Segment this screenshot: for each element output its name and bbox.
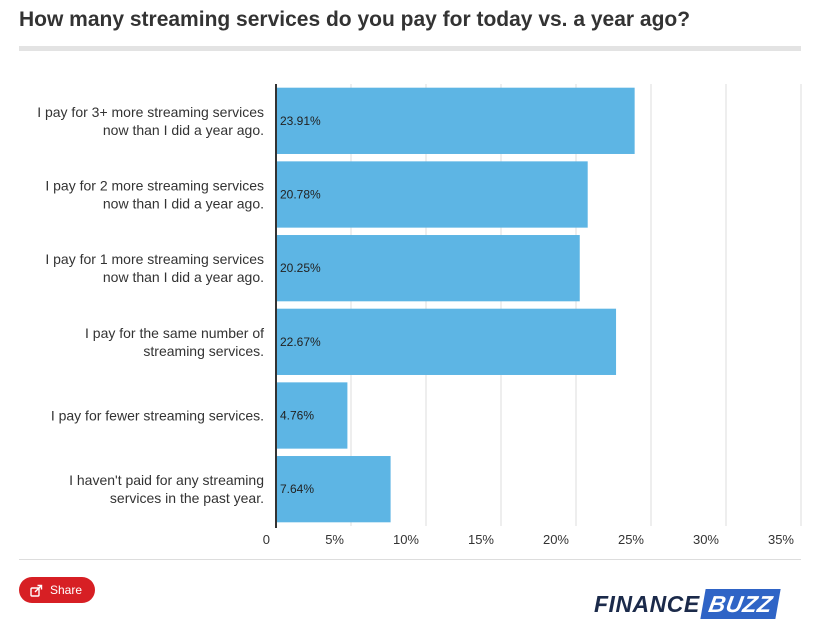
x-tick-label: 20% [543,532,569,547]
chart-area: 23.91% I pay for 3+ more streaming servic… [0,60,818,560]
category-label: I pay for fewer streaming services. [51,408,264,424]
bar [276,382,348,449]
category-label: now than I did a year ago. [103,122,264,138]
bar-value-label: 23.91% [280,114,321,128]
bar-chart: 23.91% I pay for 3+ more streaming servic… [37,84,802,547]
x-tick-label: 10% [393,532,419,547]
category-label: services in the past year. [110,490,264,506]
bar-value-label: 20.25% [280,261,321,275]
financebuzz-logo: FINANCE BUZZ [594,589,781,619]
x-tick-label: 0 [263,532,270,547]
bar-value-label: 22.67% [280,335,321,349]
category-label: I pay for the same number of [85,325,264,341]
category-label: I pay for 3+ more streaming services [37,104,264,120]
x-tick-label: 35% [768,532,794,547]
logo-word-finance: FINANCE [594,590,700,617]
x-tick-label: 30% [693,532,719,547]
bar [276,456,391,523]
chart-title: How many streaming services do you pay f… [19,8,691,31]
bar [276,161,588,228]
category-label: now than I did a year ago. [103,196,264,212]
x-tick-label: 15% [468,532,494,547]
footer-divider [19,559,801,560]
category-label: I pay for 1 more streaming services [45,251,264,267]
title-divider [19,46,801,51]
bar [276,235,580,302]
bar [276,87,635,154]
category-label: streaming services. [143,343,264,359]
bar-value-label: 20.78% [280,188,321,202]
category-label: I pay for 2 more streaming services [45,178,264,194]
share-button[interactable]: Share [19,577,95,603]
category-label: I haven't paid for any streaming [69,472,264,488]
bar [276,308,617,375]
bar-value-label: 4.76% [280,409,314,423]
bar-value-label: 7.64% [280,482,314,496]
x-tick-label: 5% [325,532,344,547]
share-label: Share [50,583,83,597]
logo-word-buzz: BUZZ [700,589,781,619]
category-label: now than I did a year ago. [103,269,264,285]
x-tick-label: 25% [618,532,644,547]
share-icon [30,584,43,597]
